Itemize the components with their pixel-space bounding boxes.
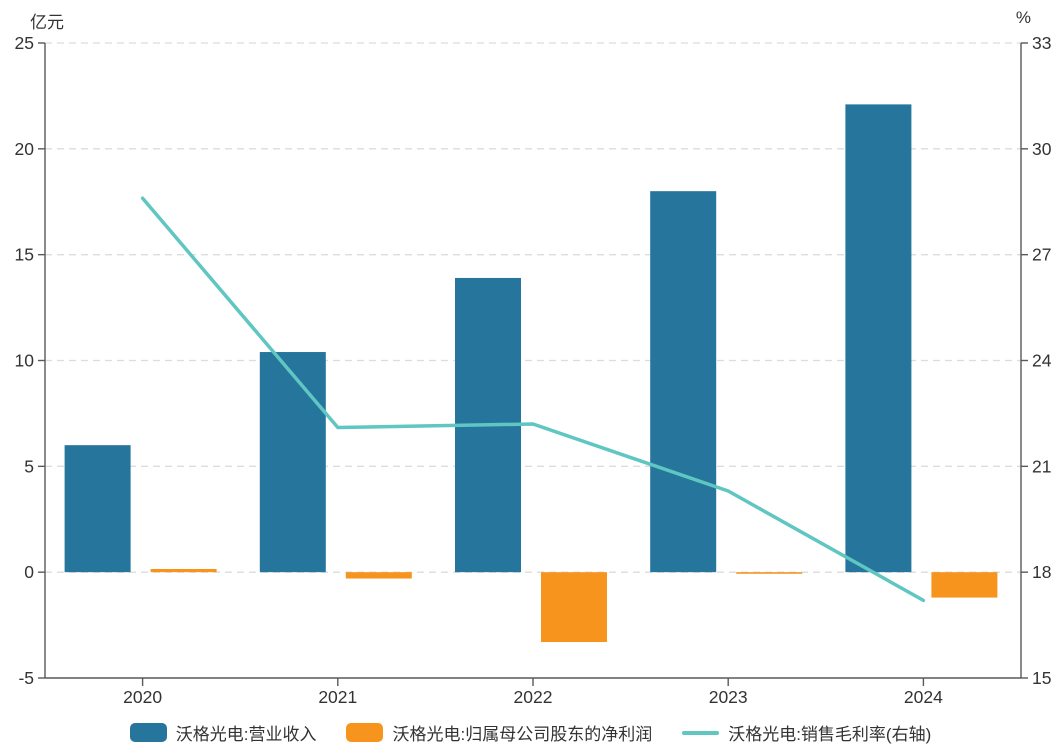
net-profit-bar: [736, 572, 803, 574]
legend-item-revenue: 沃格光电:营业收入: [129, 720, 317, 745]
net-profit-bar: [541, 572, 607, 643]
revenue-bar: [64, 445, 131, 573]
left-axis-tick-label: 10: [15, 351, 35, 371]
legend-label-revenue: 沃格光电:营业收入: [175, 725, 317, 744]
legend-label-net-profit: 沃格光电:归属母公司股东的净利润: [392, 725, 653, 744]
x-axis-tick-label: 2024: [904, 687, 943, 707]
right-axis-tick-label: 18: [1032, 562, 1051, 582]
revenue-bar: [259, 352, 326, 573]
gross-margin-series-line-swatch-icon: [682, 730, 720, 735]
net-profit-series-swatch-icon: [346, 723, 384, 742]
revenue-bar: [650, 191, 717, 573]
legend-item-net-profit: 沃格光电:归属母公司股东的净利润: [346, 720, 652, 745]
left-axis-tick-label: 0: [24, 562, 34, 582]
right-axis-tick-label: 33: [1032, 33, 1051, 53]
right-axis-tick-label: 30: [1032, 139, 1052, 159]
left-axis-unit-label: 亿元: [30, 13, 64, 32]
x-axis-tick-label: 2021: [318, 687, 357, 707]
legend-item-gross-margin: 沃格光电:销售毛利率(右轴): [682, 720, 931, 745]
right-axis-tick-label: 15: [1032, 668, 1051, 688]
legend: 沃格光电:营业收入 沃格光电:归属母公司股东的净利润 沃格光电:销售毛利率(右轴…: [0, 720, 1061, 745]
left-axis-tick-label: -5: [18, 668, 34, 688]
legend-label-gross-margin: 沃格光电:销售毛利率(右轴): [728, 725, 932, 744]
net-profit-bar: [931, 572, 998, 598]
left-axis-tick-label: 25: [15, 33, 34, 53]
net-profit-bar: [345, 572, 412, 579]
right-axis-tick-label: 21: [1032, 456, 1051, 476]
gross-margin-line: [140, 196, 926, 603]
net-profit-bar: [150, 568, 217, 573]
right-axis-tick-label: 24: [1032, 351, 1052, 371]
right-axis-tick-label: 27: [1032, 245, 1051, 265]
left-axis-tick-label: 20: [15, 139, 35, 159]
x-axis-tick-label: 2023: [709, 687, 748, 707]
left-axis-tick-label: 5: [24, 456, 34, 476]
left-axis-tick-label: 15: [15, 245, 34, 265]
x-axis-tick-label: 2022: [514, 687, 553, 707]
x-axis-tick-label: 2020: [123, 687, 162, 707]
revenue-series-swatch-icon: [129, 723, 167, 742]
revenue-bar: [845, 104, 912, 573]
right-axis-unit-label: %: [1015, 8, 1031, 27]
